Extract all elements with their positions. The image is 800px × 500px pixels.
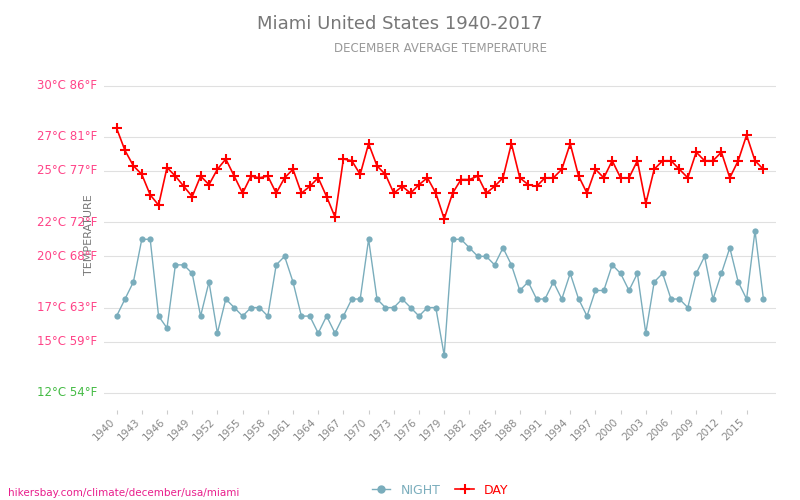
NIGHT — [750, 228, 760, 234]
Line: DAY: DAY — [112, 124, 768, 224]
DAY — [582, 190, 592, 196]
NIGHT — [112, 313, 122, 319]
NIGHT — [582, 313, 592, 319]
DAY — [389, 190, 398, 196]
NIGHT — [758, 296, 768, 302]
Legend: NIGHT, DAY: NIGHT, DAY — [366, 479, 514, 500]
Text: 25°C 77°F: 25°C 77°F — [37, 164, 98, 177]
DAY — [221, 156, 230, 162]
DAY — [154, 202, 163, 208]
DAY — [758, 166, 768, 172]
Text: 22°C 72°F: 22°C 72°F — [37, 216, 98, 228]
DAY — [439, 216, 449, 222]
NIGHT — [154, 313, 163, 319]
Line: NIGHT: NIGHT — [114, 228, 766, 358]
NIGHT — [439, 352, 449, 358]
Y-axis label: TEMPERATURE: TEMPERATURE — [84, 194, 94, 276]
NIGHT — [448, 236, 458, 242]
Text: 15°C 59°F: 15°C 59°F — [37, 335, 98, 348]
NIGHT — [322, 313, 331, 319]
Text: 20°C 68°F: 20°C 68°F — [37, 250, 98, 263]
Text: hikersbay.com/climate/december/usa/miami: hikersbay.com/climate/december/usa/miami — [8, 488, 239, 498]
DAY — [322, 194, 331, 200]
NIGHT — [221, 296, 230, 302]
DAY — [112, 126, 122, 132]
Title: DECEMBER AVERAGE TEMPERATURE: DECEMBER AVERAGE TEMPERATURE — [334, 42, 546, 54]
Text: 17°C 63°F: 17°C 63°F — [37, 301, 98, 314]
NIGHT — [389, 304, 398, 310]
Text: 12°C 54°F: 12°C 54°F — [37, 386, 98, 400]
DAY — [448, 190, 458, 196]
Text: 27°C 81°F: 27°C 81°F — [37, 130, 98, 143]
Text: 30°C 86°F: 30°C 86°F — [38, 79, 98, 92]
Text: Miami United States 1940-2017: Miami United States 1940-2017 — [257, 15, 543, 33]
